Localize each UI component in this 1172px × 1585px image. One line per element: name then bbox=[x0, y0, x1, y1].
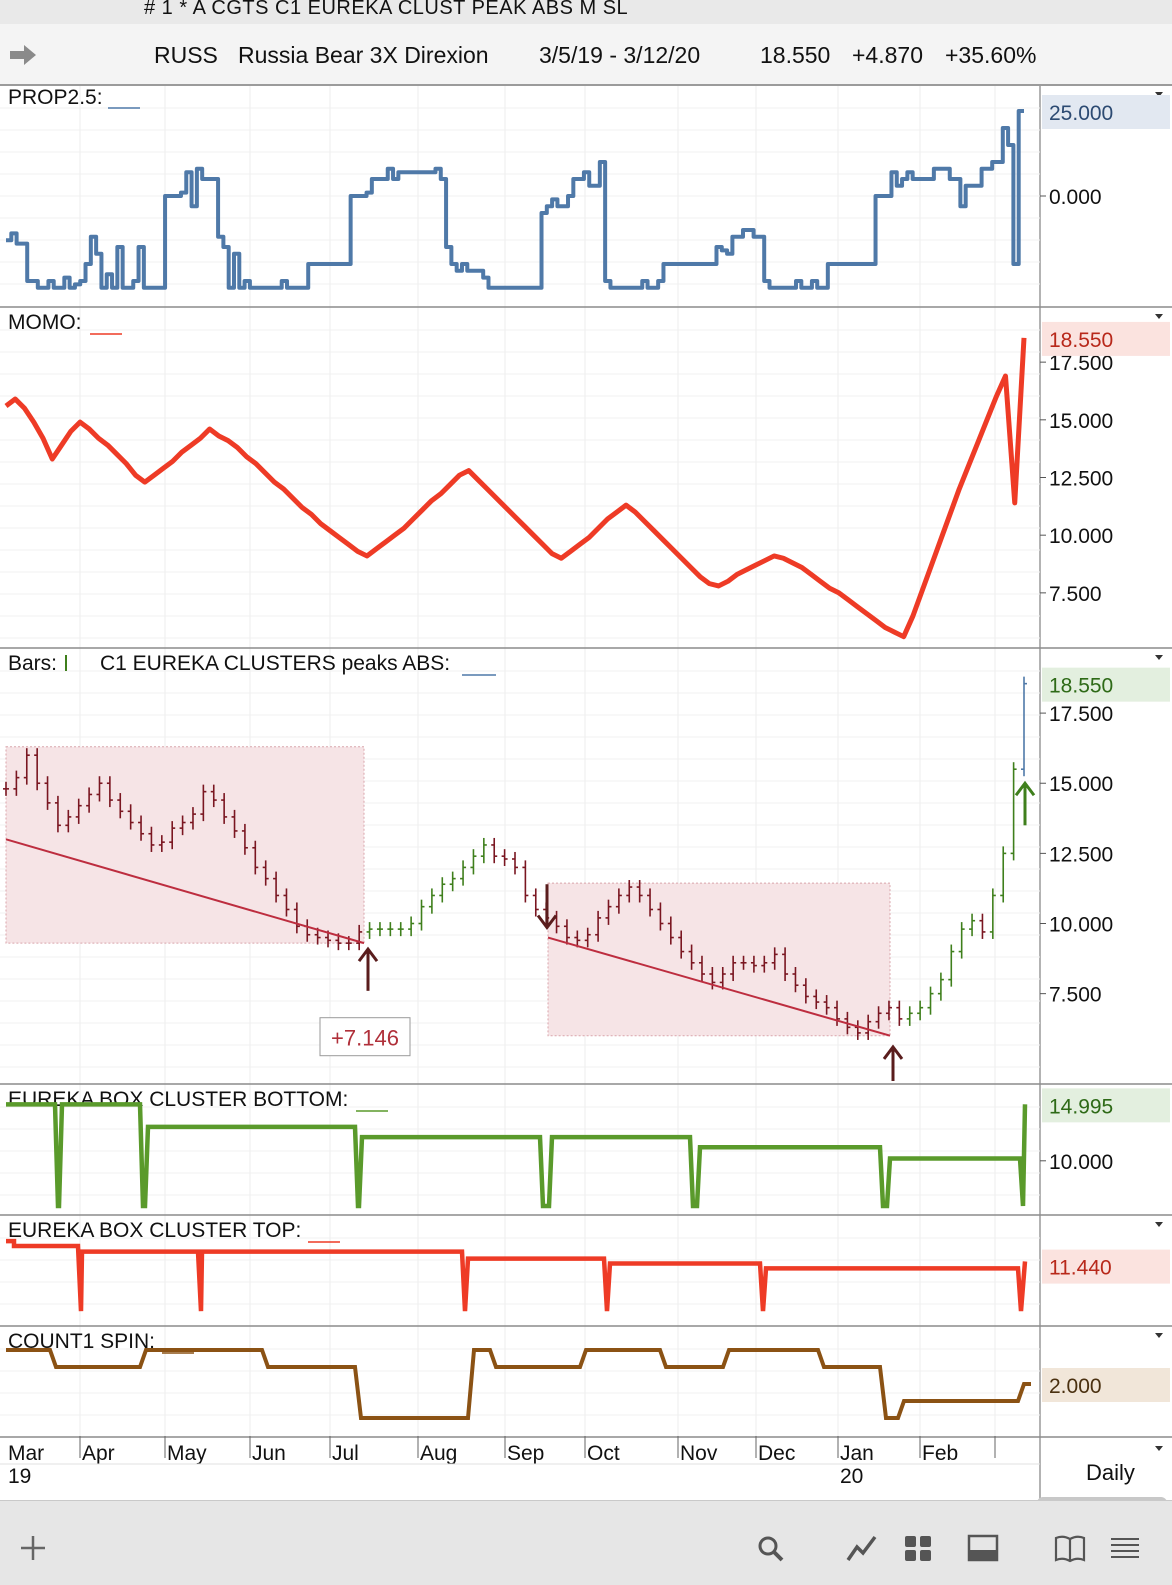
box-top-series-line bbox=[6, 1238, 1028, 1312]
x-tick-label: Jun bbox=[252, 1442, 286, 1465]
net-change: +4.870 bbox=[852, 42, 923, 68]
last-price: 18.550 bbox=[760, 42, 831, 68]
bars-last-badge bbox=[1042, 667, 1170, 702]
x-tick-label: Aug bbox=[420, 1442, 457, 1465]
bars-last-value: 18.550 bbox=[1049, 675, 1113, 698]
spin-last-badge bbox=[1042, 1368, 1170, 1402]
eureka-trendline-1 bbox=[5, 838, 365, 945]
box-top-panel-label: EUREKA BOX CLUSTER TOP: bbox=[8, 1219, 301, 1242]
layout-grid-icon[interactable] bbox=[901, 1533, 935, 1563]
arrow-down-icon-head bbox=[536, 914, 558, 931]
x-tick-label: Mar bbox=[8, 1442, 44, 1465]
window-title-bar: # 1 * A CGTS C1 EUREKA CLUST PEAK ABS M … bbox=[0, 0, 1172, 25]
prop-series-line bbox=[6, 109, 1024, 290]
box-bottom-series-line bbox=[6, 1102, 1028, 1209]
chart-style-icon[interactable] bbox=[845, 1533, 879, 1563]
plus-icon[interactable] bbox=[16, 1533, 50, 1563]
x-tick-label: May bbox=[167, 1442, 207, 1465]
x-tick-label: Feb bbox=[922, 1442, 958, 1465]
x-year-label: 19 bbox=[8, 1465, 31, 1488]
chevron-down-icon bbox=[1155, 1446, 1163, 1451]
symbol: RUSS bbox=[154, 42, 218, 68]
gain-label: +7.146 bbox=[331, 1026, 399, 1051]
box-bottom-last-badge bbox=[1042, 1088, 1170, 1123]
y-tick-label: 17.500 bbox=[1049, 352, 1113, 375]
bottom-toolbar bbox=[0, 1500, 1172, 1585]
book-icon[interactable] bbox=[1053, 1533, 1087, 1563]
bars-panel-label: Bars: bbox=[8, 652, 57, 675]
panel-icon[interactable] bbox=[966, 1533, 1000, 1563]
spin-last-value: 2.000 bbox=[1049, 1375, 1102, 1398]
box-bottom-panel-label: EUREKA BOX CLUSTER BOTTOM: bbox=[8, 1088, 348, 1111]
spin-panel-label: COUNT1 SPIN: bbox=[8, 1330, 155, 1353]
chevron-down-icon bbox=[1155, 655, 1163, 660]
x-tick-label: Dec bbox=[758, 1442, 795, 1465]
eureka-indicator-label: C1 EUREKA CLUSTERS peaks ABS: bbox=[100, 652, 450, 675]
chevron-down-icon bbox=[1155, 314, 1163, 319]
y-tick-label: 15.000 bbox=[1049, 410, 1113, 433]
prop-last-badge bbox=[1042, 95, 1170, 129]
y-tick-label: 0.000 bbox=[1049, 186, 1102, 209]
symbol-info-bar: RUSS Russia Bear 3X Direxion 3/5/19 - 3/… bbox=[0, 24, 1172, 86]
chevron-down-icon bbox=[1155, 1333, 1163, 1338]
box-bottom-last-value: 14.995 bbox=[1049, 1095, 1113, 1118]
spin-series-line bbox=[6, 1348, 1031, 1420]
prop-panel-label: PROP2.5: bbox=[8, 86, 103, 109]
box-top-last-value: 11.440 bbox=[1049, 1257, 1112, 1280]
y-tick-label: 12.500 bbox=[1049, 468, 1113, 491]
period-label[interactable]: Daily bbox=[1086, 1460, 1135, 1485]
x-tick-label: Apr bbox=[82, 1442, 115, 1465]
security-name: Russia Bear 3X Direxion bbox=[238, 42, 489, 68]
momo-last-badge bbox=[1042, 321, 1170, 356]
window-title: # 1 * A CGTS C1 EUREKA CLUST PEAK ABS M … bbox=[144, 0, 629, 19]
box-top-last-badge bbox=[1042, 1249, 1170, 1284]
y-tick-label: 10.000 bbox=[1049, 1151, 1113, 1174]
arrow-up-icon-head bbox=[357, 946, 379, 963]
arrow-up-green-icon-head bbox=[1014, 780, 1036, 797]
x-year-label: 20 bbox=[840, 1465, 863, 1488]
x-tick-label: Sep bbox=[507, 1442, 544, 1465]
cluster-box-2 bbox=[547, 882, 891, 1037]
eureka-trendline-2 bbox=[547, 936, 891, 1037]
y-tick-label: 12.500 bbox=[1049, 843, 1113, 866]
momo-panel-label: MOMO: bbox=[8, 311, 82, 334]
y-tick-label: 15.000 bbox=[1049, 773, 1113, 796]
cluster-box-1 bbox=[5, 746, 365, 944]
arrow-up-icon-head bbox=[882, 1044, 904, 1060]
y-tick-label: 17.500 bbox=[1049, 703, 1113, 726]
menu-lines-icon[interactable] bbox=[1108, 1533, 1142, 1563]
x-tick-label: Jan bbox=[840, 1442, 874, 1465]
chart-area[interactable]: 0.000 7.500 10.000 12.500 15.000 17.500 7.500 1… bbox=[0, 86, 1172, 1500]
x-tick-label: Oct bbox=[587, 1442, 620, 1465]
chevron-down-icon bbox=[1155, 92, 1163, 97]
momo-last-value: 18.550 bbox=[1049, 329, 1113, 352]
y-tick-label: 10.000 bbox=[1049, 525, 1113, 548]
momo-series-line bbox=[4, 337, 1027, 640]
search-icon[interactable] bbox=[754, 1533, 788, 1563]
arrow-right-icon[interactable] bbox=[8, 44, 38, 66]
y-tick-label: 10.000 bbox=[1049, 914, 1113, 937]
date-range[interactable]: 3/5/19 - 3/12/20 bbox=[539, 42, 701, 68]
x-tick-label: Jul bbox=[332, 1442, 359, 1465]
gain-label-box bbox=[319, 1017, 411, 1057]
chevron-down-icon bbox=[1155, 1222, 1163, 1227]
percent-change: +35.60% bbox=[945, 42, 1037, 68]
y-tick-label: 7.500 bbox=[1049, 583, 1102, 606]
y-tick-label: 7.500 bbox=[1049, 984, 1102, 1007]
prop-last-value: 25.000 bbox=[1049, 102, 1113, 125]
x-tick-label: Nov bbox=[680, 1442, 718, 1465]
